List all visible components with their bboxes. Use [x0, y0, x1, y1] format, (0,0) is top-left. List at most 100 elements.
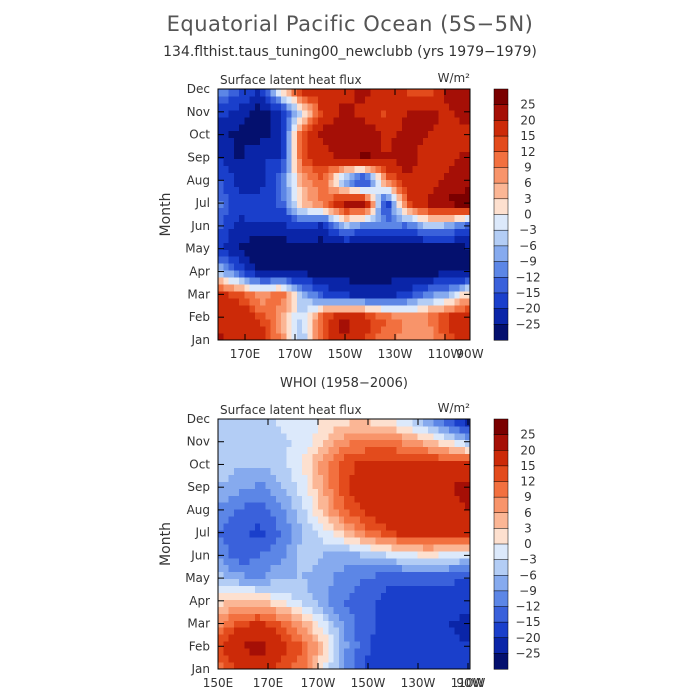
heatmap-cell: [380, 419, 387, 427]
heatmap-cell: [233, 249, 240, 257]
heatmap-cell: [275, 439, 282, 448]
heatmap-cell: [323, 333, 329, 341]
heatmap-cell: [354, 305, 361, 313]
heatmap-cell: [375, 256, 382, 264]
heatmap-cell: [459, 425, 466, 434]
heatmap-cell: [249, 516, 256, 524]
heatmap-cell: [281, 291, 287, 299]
heatmap-cell: [359, 333, 366, 341]
heatmap-cell: [454, 144, 460, 153]
heatmap-cell: [312, 137, 319, 146]
heatmap-cell: [433, 214, 439, 222]
heatmap-cell: [412, 130, 418, 139]
heatmap-cell: [260, 256, 266, 264]
heatmap-cell: [370, 571, 376, 580]
heatmap-cell: [454, 585, 460, 594]
heatmap-cell: [233, 277, 240, 285]
heatmap-cell: [265, 333, 271, 341]
heatmap-cell: [407, 214, 413, 222]
heatmap-cell: [380, 460, 387, 469]
heatmap-cell: [307, 130, 313, 139]
heatmap-cell: [323, 242, 329, 250]
heatmap-cell: [433, 172, 439, 181]
heatmap-cell: [449, 284, 455, 292]
heatmap-cell: [433, 144, 439, 153]
heatmap-cell: [464, 571, 471, 580]
heatmap-cell: [265, 214, 271, 222]
heatmap-cell: [270, 151, 277, 160]
heatmap-cell: [438, 242, 445, 250]
heatmap-cell: [270, 564, 277, 573]
heatmap-cell: [380, 502, 387, 510]
heatmap-cell: [375, 319, 382, 327]
heatmap-cell: [417, 235, 424, 243]
heatmap-cell: [254, 599, 261, 607]
heatmap-cell: [454, 509, 460, 517]
heatmap-cell: [449, 193, 455, 201]
heatmap-cell: [338, 419, 345, 427]
heatmap-cell: [307, 530, 313, 538]
heatmap-cell: [307, 151, 313, 160]
heatmap-cell: [449, 235, 455, 243]
heatmap-cell: [244, 474, 250, 482]
heatmap-cell: [443, 502, 450, 510]
heatmap-cell: [354, 550, 361, 559]
heatmap-cell: [354, 592, 361, 600]
heatmap-cell: [428, 305, 434, 313]
heatmap-cell: [260, 333, 266, 341]
heatmap-cell: [417, 95, 424, 104]
heatmap-cell: [380, 516, 387, 524]
heatmap-cell: [254, 207, 261, 215]
heatmap-cell: [391, 193, 397, 201]
heatmap-cell: [359, 648, 366, 656]
heatmap-cell: [454, 564, 460, 573]
heatmap-cell: [270, 186, 277, 194]
heatmap-cell: [312, 256, 319, 264]
heatmap-cell: [428, 179, 434, 188]
heatmap-cell: [449, 312, 455, 320]
heatmap-cell: [370, 144, 376, 153]
heatmap-cell: [344, 263, 350, 271]
heatmap-cell: [338, 425, 345, 434]
heatmap-cell: [391, 305, 397, 313]
heatmap-cell: [249, 446, 256, 455]
heatmap-cell: [333, 144, 340, 153]
heatmap-cell: [265, 557, 271, 566]
heatmap-cell: [401, 333, 408, 341]
heatmap-cell: [386, 599, 392, 607]
heatmap-cell: [244, 130, 250, 139]
heatmap-cell: [422, 564, 429, 573]
heatmap-cell: [412, 109, 418, 118]
heatmap-cell: [417, 116, 424, 125]
heatmap-cell: [296, 439, 303, 448]
heatmap-cell: [407, 599, 413, 607]
heatmap-cell: [375, 495, 382, 503]
heatmap-cell: [428, 165, 434, 174]
heatmap-cell: [249, 144, 256, 153]
heatmap-cell: [270, 523, 277, 531]
heatmap-cell: [417, 502, 424, 510]
heatmap-cell: [454, 662, 460, 670]
heatmap-cell: [218, 550, 224, 559]
heatmap-cell: [275, 263, 282, 271]
heatmap-cell: [417, 165, 424, 174]
heatmap-cell: [449, 606, 455, 614]
heatmap-cell: [438, 151, 445, 160]
heatmap-cell: [417, 585, 424, 594]
heatmap-cell: [391, 648, 397, 656]
heatmap-cell: [454, 425, 460, 434]
heatmap-cell: [249, 291, 256, 299]
heatmap-cell: [281, 277, 287, 285]
heatmap-cell: [260, 481, 266, 489]
y-tick-label: Aug: [187, 173, 210, 187]
heatmap-cell: [281, 89, 287, 97]
heatmap-cell: [370, 158, 376, 167]
heatmap-cell: [323, 425, 329, 434]
heatmap-cell: [375, 291, 382, 299]
heatmap-cell: [275, 592, 282, 600]
heatmap-cell: [422, 263, 429, 271]
heatmap-cell: [223, 550, 229, 559]
heatmap-cell: [307, 249, 313, 257]
heatmap-cell: [239, 193, 245, 201]
heatmap-cell: [265, 172, 271, 181]
